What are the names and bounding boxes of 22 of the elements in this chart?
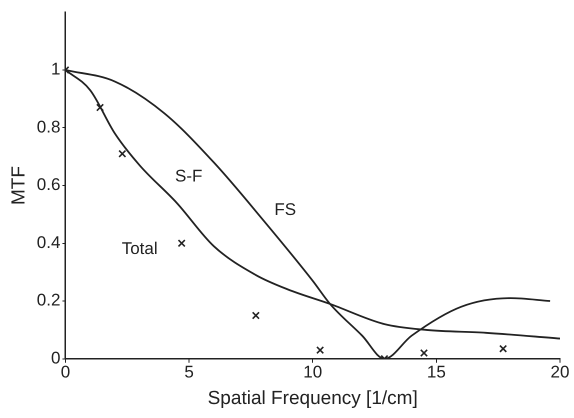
point [118, 150, 126, 158]
series-label: Total [122, 238, 158, 258]
point [252, 311, 260, 320]
point [499, 344, 508, 353]
point [178, 239, 186, 248]
point [316, 346, 324, 354]
y-axis-title: MTF [8, 166, 30, 206]
x-tick-label: 15 [426, 362, 446, 382]
y-tick-label: 0.2 [36, 290, 60, 310]
y-tick-label: 0.4 [36, 232, 60, 252]
x-tick-label: 20 [550, 362, 570, 382]
y-tick-label: 0.8 [36, 117, 60, 136]
series-label: FS [274, 200, 296, 219]
point [420, 349, 428, 358]
x-tick-label: 10 [303, 362, 322, 382]
x-axis-title: Spatial Frequency [1/cm] [208, 388, 418, 409]
y-tick-label: 0.6 [36, 175, 60, 194]
series-label: S-F [175, 166, 202, 186]
y-tick-label: 1 [50, 60, 60, 79]
y-tick-label: 0 [50, 348, 60, 368]
point [96, 104, 104, 112]
x-tick-label: 5 [184, 362, 194, 382]
